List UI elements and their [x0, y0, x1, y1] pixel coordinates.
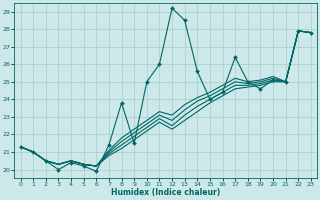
X-axis label: Humidex (Indice chaleur): Humidex (Indice chaleur) [111, 188, 220, 197]
